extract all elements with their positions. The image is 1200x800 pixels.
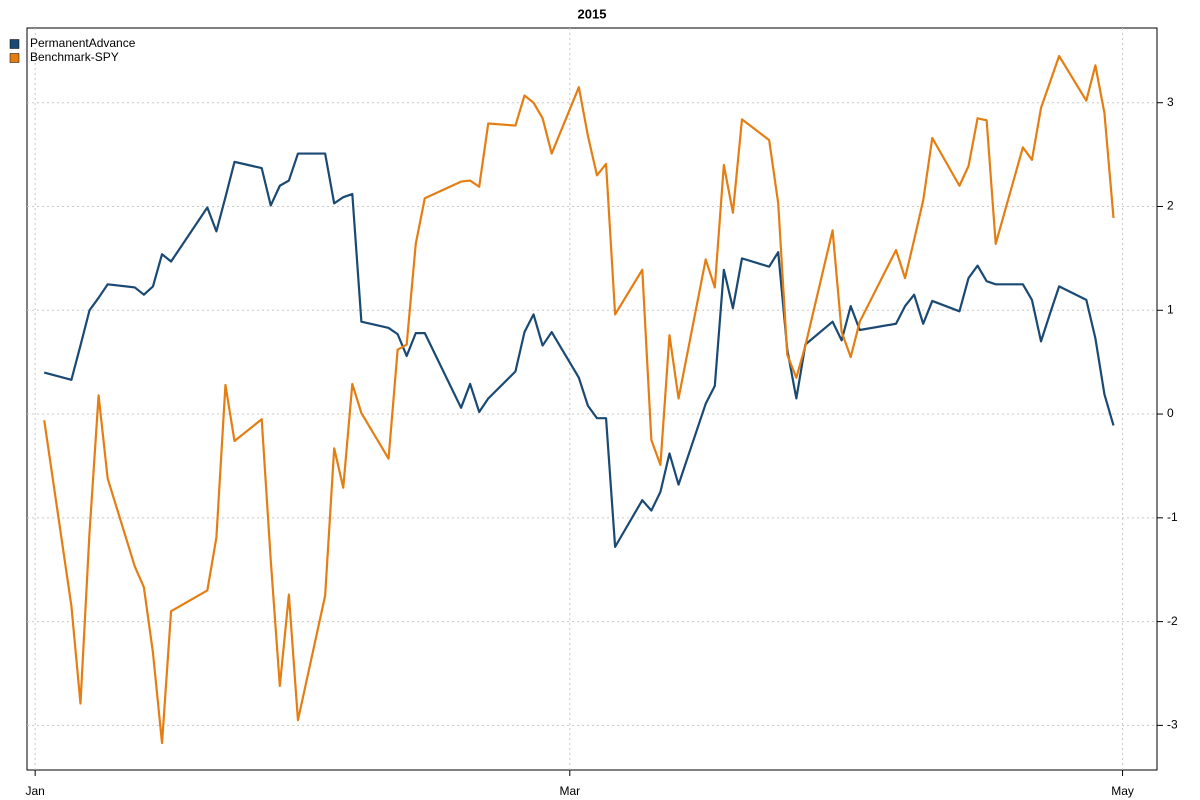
y-tick-label: 2	[1167, 199, 1174, 213]
x-tick-label: Mar	[559, 784, 580, 798]
y-tick-label: 1	[1167, 302, 1174, 316]
y-tick-label: -3	[1167, 718, 1178, 732]
series-line	[43, 152, 1115, 548]
legend-swatch	[9, 53, 20, 63]
y-tick-label: -1	[1167, 510, 1178, 524]
y-tick-label: -2	[1167, 614, 1178, 628]
y-tick-label: 0	[1167, 406, 1174, 420]
legend-label: PermanentAdvance	[30, 36, 136, 50]
legend-swatch	[9, 39, 20, 49]
legend-label: Benchmark-SPY	[30, 50, 119, 64]
plot-frame	[26, 27, 1158, 771]
series-line	[43, 54, 1115, 745]
x-tick-label: Jan	[25, 784, 44, 798]
y-tick-label: 3	[1167, 95, 1174, 109]
x-tick-label: May	[1111, 784, 1134, 798]
chart-title: 2015	[578, 6, 607, 21]
